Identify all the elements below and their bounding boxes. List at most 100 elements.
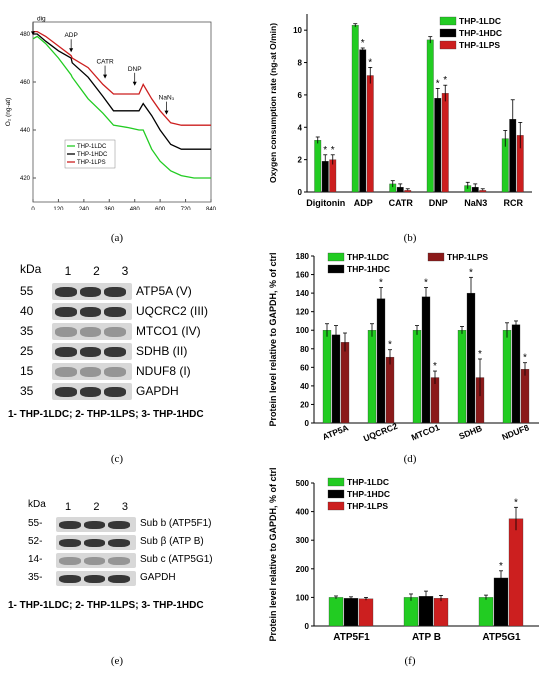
significance-star: * xyxy=(443,75,447,86)
x-tick-label: 720 xyxy=(181,207,192,210)
blot-label: Sub c (ATP5G1) xyxy=(140,554,213,565)
mw-marker: 35 xyxy=(20,324,34,338)
category-label: RCR xyxy=(504,198,524,208)
significance-star: * xyxy=(478,349,482,360)
bar-THP-1LDC-ATP5F1 xyxy=(328,597,344,627)
bar-THP-1HDC-DNP xyxy=(434,97,442,193)
category-label: ATP5F1 xyxy=(333,632,370,643)
band xyxy=(108,539,130,547)
bar-THP-1HDC-ATP5A xyxy=(331,334,341,424)
y-tick-label: 140 xyxy=(296,289,310,298)
bar-THP-1LPS-ATP B xyxy=(433,598,449,627)
bar-THP-1LDC-ATP5A xyxy=(322,330,332,424)
band xyxy=(108,575,130,583)
significance-star: * xyxy=(379,278,383,289)
y-tick-label: 20 xyxy=(300,400,309,409)
arrow-head xyxy=(69,48,74,53)
legend-label: THP-1LPS xyxy=(447,252,488,262)
band xyxy=(83,557,106,565)
band xyxy=(79,307,102,317)
bar-THP-1LDC-ATP5G1 xyxy=(478,597,494,627)
y-tick-label: 40 xyxy=(300,382,309,391)
band xyxy=(104,347,126,357)
panel-f: 0 100 200 300 400 500 Protein level relative t… xyxy=(262,465,550,655)
arrow-head xyxy=(31,31,35,36)
band xyxy=(55,307,77,317)
band xyxy=(104,307,126,317)
panel-a: 0120240360480600720840420440460480Time, … xyxy=(0,0,230,222)
mw-marker: 55 xyxy=(20,284,34,298)
legend-swatch xyxy=(327,477,345,487)
bar-THP-1LPS-UQCRC2 xyxy=(385,356,395,424)
category-label: Digitonin xyxy=(306,198,345,208)
caption-c: (c) xyxy=(110,453,124,465)
band xyxy=(104,287,126,297)
bar-THP-1HDC-ATP5G1 xyxy=(493,577,509,627)
legend-label: THP-1LDC xyxy=(77,144,107,150)
legend-swatch xyxy=(327,252,345,262)
bar-THP-1LPS-NaN3 xyxy=(479,190,487,193)
band xyxy=(79,287,102,297)
x-tick-label: 480 xyxy=(130,207,141,210)
arrow-head xyxy=(132,81,137,86)
mw-marker: 52- xyxy=(28,536,43,547)
blot-label: NDUF8 (I) xyxy=(136,364,191,378)
mw-marker: 15 xyxy=(20,364,34,378)
caption-f: (f) xyxy=(404,655,416,667)
blot-label: SDHB (II) xyxy=(136,344,188,358)
y-tick-label: 440 xyxy=(20,128,31,134)
arrow-head xyxy=(103,74,108,79)
category-label: ATP5A xyxy=(321,422,350,441)
lane-2: 2 xyxy=(93,264,100,278)
bar-THP-1LPS-ATP5G1 xyxy=(508,518,524,627)
category-label: ATP5G1 xyxy=(482,632,521,643)
significance-star: * xyxy=(514,497,518,508)
band xyxy=(104,367,126,377)
bar-THP-1LPS-ATP5A xyxy=(340,342,350,424)
band xyxy=(55,367,77,377)
panel-d: 0 20 40 60 80 100 120 140 160 180 Protein level re… xyxy=(262,240,550,455)
band xyxy=(83,575,106,583)
lane-numbers: 1 2 3 xyxy=(56,262,137,280)
annotation-2: CATR xyxy=(96,59,114,66)
x-tick-label: 840 xyxy=(206,207,217,210)
bar-THP-1LDC-UQCRC2 xyxy=(367,330,377,424)
bar-THP-1LDC-SDHB xyxy=(457,330,467,424)
annotation-0: dig xyxy=(37,15,46,22)
y-tick-label: 460 xyxy=(20,80,31,86)
lane-3: 3 xyxy=(121,501,128,513)
legend-label: THP-1LPS xyxy=(459,40,500,50)
category-label: UQCRC2 xyxy=(362,421,399,444)
category-label: NDUF8 xyxy=(500,422,530,442)
panel-c: kDa 1 2 3 55 ATP5A (V) 40 UQCRC2 (III) 35 MTC… xyxy=(20,258,250,418)
blot-label: GAPDH xyxy=(140,572,176,583)
category-label: CATR xyxy=(389,198,414,208)
blot-strip xyxy=(52,323,132,340)
y-tick-label: 0 xyxy=(305,622,310,631)
protein-level-chart-d: 0 20 40 60 80 100 120 140 160 180 Protein level re… xyxy=(268,252,539,444)
legend-swatch xyxy=(439,28,457,38)
lane-2: 2 xyxy=(93,501,100,513)
band xyxy=(59,521,81,529)
blot-strip xyxy=(52,363,132,380)
legend-swatch xyxy=(327,501,345,511)
panel-e-footer: 1- THP-1LDC; 2- THP-1LPS; 3- THP-1HDC xyxy=(8,600,204,611)
legend-label: THP-1LDC xyxy=(347,477,389,487)
y-tick-label: 200 xyxy=(296,565,310,574)
band xyxy=(59,557,81,565)
y-tick-label: 6 xyxy=(298,91,303,100)
band xyxy=(79,387,102,397)
blot-label: GAPDH xyxy=(136,384,179,398)
ocr-bar-chart: 0 2 4 6 8 10 Oxygen consumption rate (ng-at O/… xyxy=(268,14,532,208)
category-label: MTCO1 xyxy=(410,422,442,443)
kda-label: kDa xyxy=(20,262,42,276)
lane-1: 1 xyxy=(64,501,72,513)
legend-label: THP-1HDC xyxy=(347,264,390,274)
legend-swatch xyxy=(327,264,345,274)
y-tick-label: 60 xyxy=(300,363,309,372)
panel-b: 0 2 4 6 8 10 Oxygen consumption rate (ng-at O/… xyxy=(262,0,550,230)
significance-star: * xyxy=(331,145,335,156)
bar-THP-1LPS-CATR xyxy=(404,190,412,193)
band xyxy=(55,327,77,337)
y-tick-label: 400 xyxy=(296,508,310,517)
